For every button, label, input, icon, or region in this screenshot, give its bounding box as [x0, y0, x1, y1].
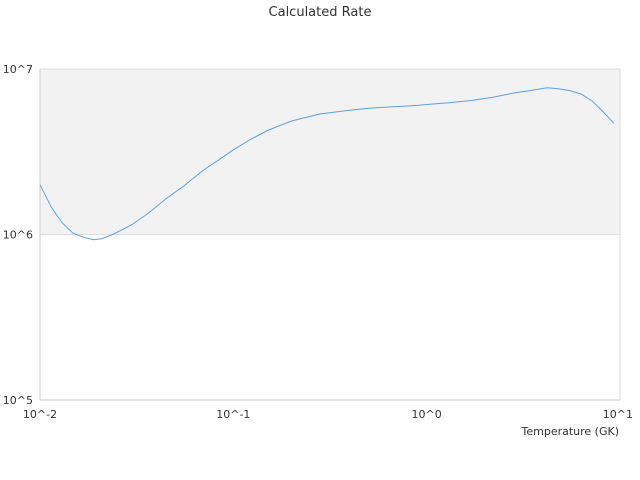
y-tick-labels: 10^5 10^6 10^7	[3, 63, 33, 407]
x-tick-label: 10^-2	[23, 408, 57, 421]
x-axis-label: Temperature (GK)	[521, 425, 620, 438]
x-tick-label: 10^-1	[216, 408, 250, 421]
x-tick-label: 10^1	[603, 408, 633, 421]
x-tick-label: 10^0	[412, 408, 442, 421]
x-tick-labels: 10^-2 10^-1 10^0 10^1	[23, 408, 633, 421]
y-tick-label: 10^5	[3, 394, 33, 407]
rate-series-line	[39, 87, 615, 241]
chart-title: Calculated Rate	[269, 5, 372, 20]
plot-band	[39, 68, 621, 235]
y-tick-label: 10^6	[3, 229, 33, 242]
y-tick-label: 10^7	[3, 63, 33, 76]
